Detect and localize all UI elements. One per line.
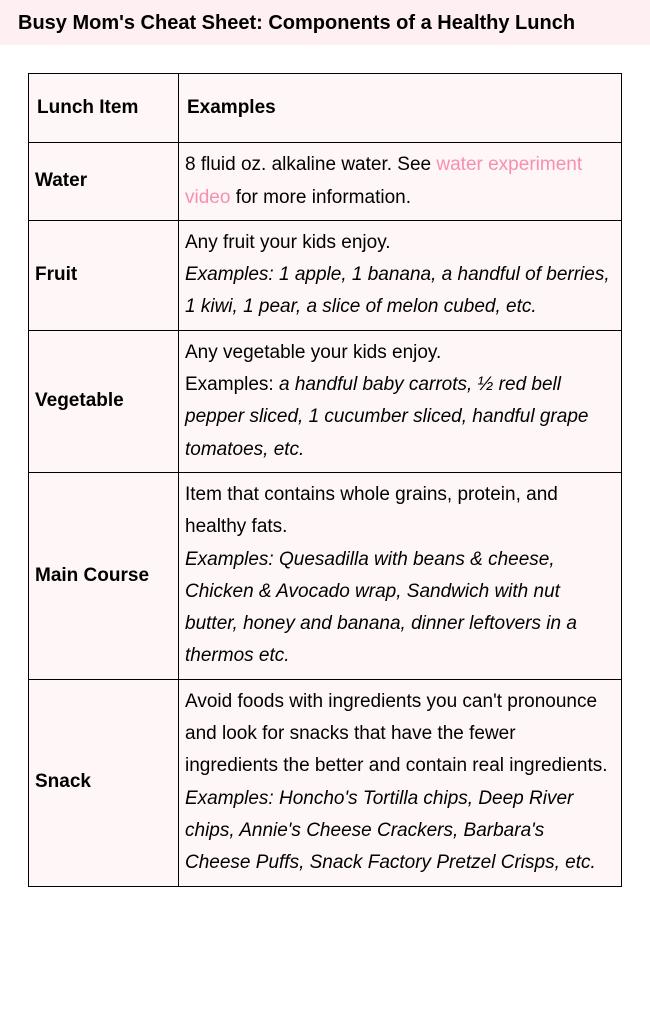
table-row: Snack Avoid foods with ingredients you c…: [29, 679, 622, 886]
table-row: Fruit Any fruit your kids enjoy. Example…: [29, 220, 622, 330]
table-row: Main Course Item that contains whole gra…: [29, 472, 622, 679]
vegetable-ex-label: Examples:: [185, 374, 279, 395]
examples-main-course: Item that contains whole grains, protein…: [179, 472, 622, 679]
table-row: Vegetable Any vegetable your kids enjoy.…: [29, 330, 622, 472]
lunch-table-container: Lunch Item Examples Water 8 fluid oz. al…: [28, 73, 622, 887]
fruit-examples: Examples: 1 apple, 1 banana, a handful o…: [185, 264, 610, 317]
table-row: Water 8 fluid oz. alkaline water. See wa…: [29, 143, 622, 221]
examples-vegetable: Any vegetable your kids enjoy. Examples:…: [179, 330, 622, 472]
vegetable-intro: Any vegetable your kids enjoy.: [185, 342, 441, 363]
lunch-table: Lunch Item Examples Water 8 fluid oz. al…: [28, 73, 622, 887]
snack-examples: Examples: Honcho's Tortilla chips, Deep …: [185, 788, 596, 874]
snack-intro: Avoid foods with ingredients you can't p…: [185, 691, 608, 777]
examples-water: 8 fluid oz. alkaline water. See water ex…: [179, 143, 622, 221]
item-fruit: Fruit: [29, 220, 179, 330]
main-examples: Examples: Quesadilla with beans & cheese…: [185, 549, 577, 667]
examples-fruit: Any fruit your kids enjoy. Examples: 1 a…: [179, 220, 622, 330]
item-water: Water: [29, 143, 179, 221]
item-main-course: Main Course: [29, 472, 179, 679]
table-header-row: Lunch Item Examples: [29, 74, 622, 143]
main-intro: Item that contains whole grains, protein…: [185, 484, 558, 537]
col-header-examples: Examples: [179, 74, 622, 143]
item-snack: Snack: [29, 679, 179, 886]
fruit-intro: Any fruit your kids enjoy.: [185, 232, 391, 253]
examples-snack: Avoid foods with ingredients you can't p…: [179, 679, 622, 886]
col-header-item: Lunch Item: [29, 74, 179, 143]
item-vegetable: Vegetable: [29, 330, 179, 472]
water-text-post: for more information.: [230, 187, 411, 208]
page-title: Busy Mom's Cheat Sheet: Components of a …: [0, 0, 650, 45]
water-text-pre: 8 fluid oz. alkaline water. See: [185, 154, 436, 175]
